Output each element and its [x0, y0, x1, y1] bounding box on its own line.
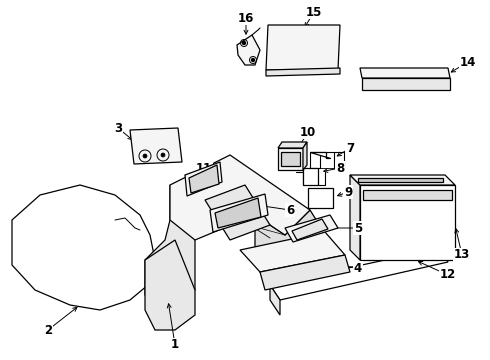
Text: 7: 7	[346, 141, 354, 154]
Text: 1: 1	[171, 338, 179, 351]
Polygon shape	[292, 219, 328, 240]
Text: 3: 3	[114, 122, 122, 135]
Polygon shape	[145, 185, 195, 310]
Circle shape	[161, 153, 165, 157]
Polygon shape	[270, 285, 280, 315]
Text: 10: 10	[300, 126, 316, 139]
Polygon shape	[281, 152, 300, 166]
Polygon shape	[145, 240, 195, 330]
Polygon shape	[255, 210, 335, 285]
Text: 6: 6	[286, 203, 294, 216]
Text: 8: 8	[336, 162, 344, 175]
Polygon shape	[310, 152, 330, 158]
Polygon shape	[363, 190, 452, 200]
Text: 16: 16	[238, 12, 254, 24]
Text: 13: 13	[454, 248, 470, 261]
Polygon shape	[130, 128, 182, 164]
Polygon shape	[215, 198, 261, 228]
Polygon shape	[205, 185, 270, 240]
Text: 4: 4	[354, 261, 362, 274]
Polygon shape	[185, 162, 222, 196]
Polygon shape	[260, 255, 350, 290]
Polygon shape	[266, 25, 340, 70]
Polygon shape	[350, 175, 455, 185]
Polygon shape	[285, 215, 338, 242]
Polygon shape	[360, 185, 455, 260]
Text: 2: 2	[44, 324, 52, 337]
Text: 12: 12	[440, 269, 456, 282]
Polygon shape	[278, 142, 307, 148]
Polygon shape	[237, 35, 260, 65]
Polygon shape	[240, 232, 345, 272]
Circle shape	[143, 154, 147, 158]
Polygon shape	[303, 142, 307, 170]
Polygon shape	[266, 68, 340, 76]
Polygon shape	[270, 248, 448, 300]
Polygon shape	[12, 185, 155, 310]
Text: 9: 9	[344, 185, 352, 198]
Polygon shape	[278, 148, 303, 170]
Polygon shape	[360, 68, 450, 78]
Polygon shape	[303, 168, 318, 185]
Polygon shape	[358, 178, 443, 182]
Circle shape	[243, 41, 245, 45]
Text: 15: 15	[306, 5, 322, 18]
Text: 5: 5	[354, 221, 362, 234]
Text: 14: 14	[460, 55, 476, 68]
Polygon shape	[308, 188, 333, 208]
Polygon shape	[189, 165, 219, 193]
Polygon shape	[350, 175, 360, 260]
Polygon shape	[170, 155, 310, 240]
Text: 11: 11	[196, 162, 212, 175]
Circle shape	[251, 59, 254, 62]
Polygon shape	[210, 194, 268, 232]
Polygon shape	[362, 78, 450, 90]
